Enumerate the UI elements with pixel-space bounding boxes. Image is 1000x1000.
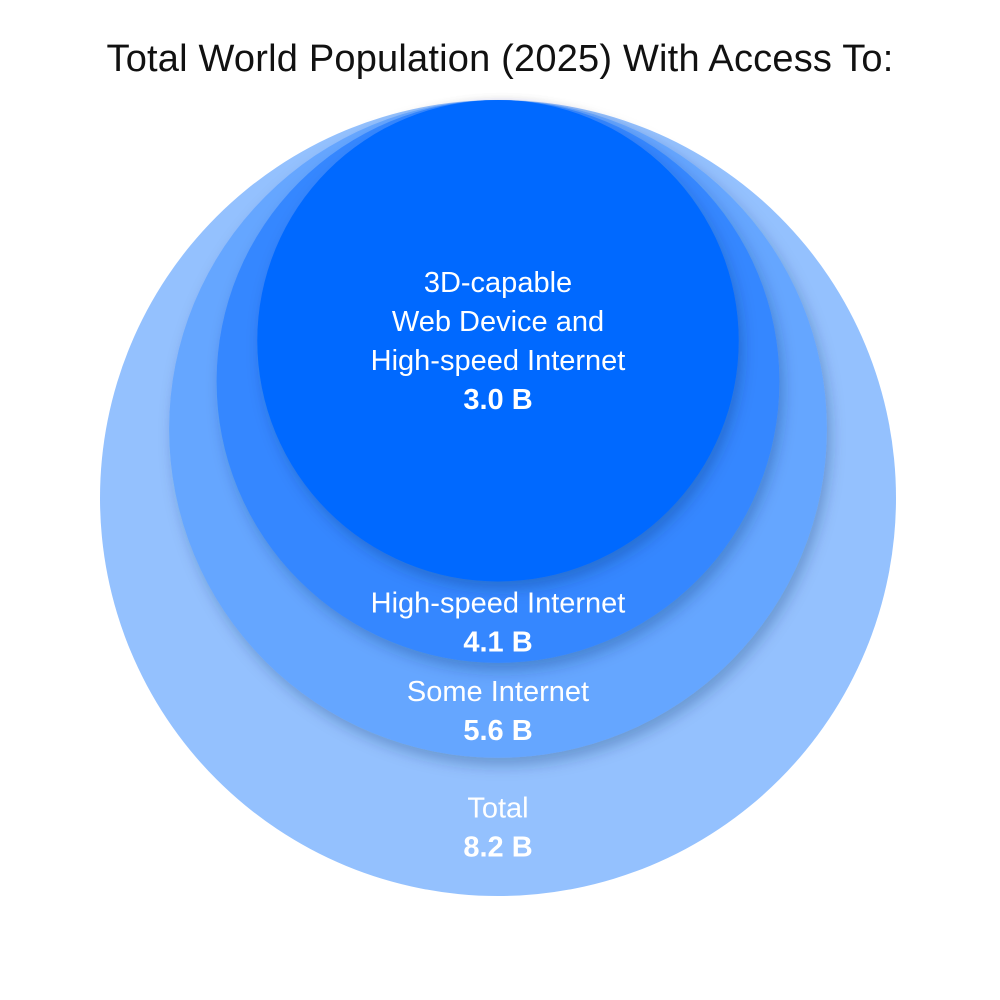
label-3d-capable-web-device-and-high-speed-internet-line-2: Web Device and bbox=[392, 306, 604, 338]
value-3d-capable-web-device-and-high-speed-internet: 3.0 B bbox=[463, 384, 532, 416]
value-some-internet: 5.6 B bbox=[463, 715, 532, 747]
circle-3d-capable-web-device-and-high-speed-internet bbox=[257, 100, 739, 582]
circles-layer bbox=[100, 100, 896, 896]
value-high-speed-internet: 4.1 B bbox=[463, 627, 532, 659]
label-high-speed-internet: High-speed Internet bbox=[371, 588, 626, 620]
label-some-internet: Some Internet bbox=[407, 676, 589, 708]
chart-title: Total World Population (2025) With Acces… bbox=[106, 38, 894, 80]
labels-layer: Total 8.2 B Some Internet 5.6 B High-speed I… bbox=[371, 267, 626, 863]
label-total: Total bbox=[467, 792, 528, 824]
label-3d-capable-web-device-and-high-speed-internet-line-1: 3D-capable bbox=[424, 267, 572, 299]
value-total: 8.2 B bbox=[463, 831, 532, 863]
label-3d-capable-web-device-and-high-speed-internet-line-3: High-speed Internet bbox=[371, 345, 626, 377]
